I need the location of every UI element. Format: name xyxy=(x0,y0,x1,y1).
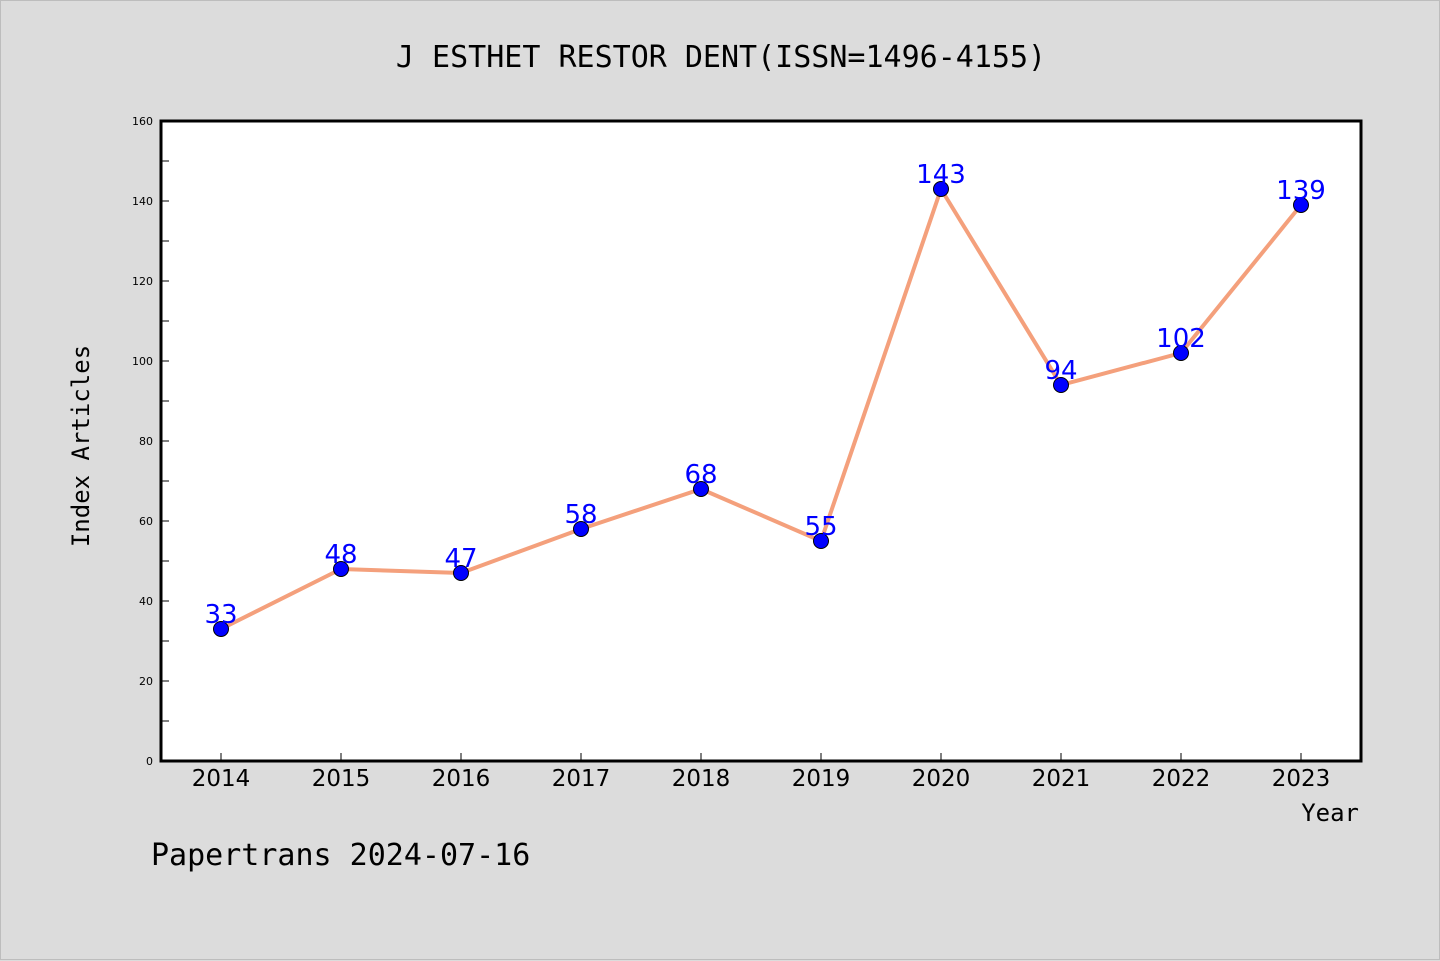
data-label: 48 xyxy=(324,540,357,570)
data-point xyxy=(333,561,349,577)
x-tick-label: 2021 xyxy=(1032,766,1091,792)
data-point xyxy=(1053,377,1069,393)
data-label: 68 xyxy=(684,460,717,490)
y-tick-label: 80 xyxy=(139,435,153,448)
y-tick-label: 100 xyxy=(132,355,153,368)
data-label: 94 xyxy=(1044,356,1077,386)
data-point xyxy=(453,565,469,581)
x-tick-label: 2016 xyxy=(432,766,491,792)
data-label: 33 xyxy=(204,600,237,630)
x-tick-label: 2022 xyxy=(1152,766,1211,792)
series-line xyxy=(220,187,1303,631)
y-axis-label: Index Articles xyxy=(67,345,95,547)
x-tick-label: 2018 xyxy=(672,766,731,792)
y-tick-label: 40 xyxy=(139,595,153,608)
data-label: 58 xyxy=(564,500,597,530)
y-tick-label: 20 xyxy=(139,675,153,688)
data-label: 102 xyxy=(1156,324,1206,354)
x-axis-label: Year xyxy=(1301,799,1359,827)
x-tick-label: 2020 xyxy=(912,766,971,792)
data-point xyxy=(1293,197,1309,213)
data-point xyxy=(693,481,709,497)
y-tick-label: 0 xyxy=(146,755,153,768)
plot-frame xyxy=(159,119,1363,763)
footer-text: Papertrans 2024-07-16 xyxy=(151,838,530,873)
data-point xyxy=(813,533,829,549)
plot-area xyxy=(161,121,1361,761)
y-tick-label: 60 xyxy=(139,515,153,528)
chart-title: J ESTHET RESTOR DENT(ISSN=1496-4155) xyxy=(396,40,1046,75)
data-point xyxy=(573,521,589,537)
series-group: 33 48 47 58 68 55 143 94 102 139 xyxy=(204,160,1326,637)
data-label: 47 xyxy=(444,544,477,574)
data-label: 139 xyxy=(1276,176,1326,206)
y-tick-label: 160 xyxy=(132,115,153,128)
y-tick-label: 120 xyxy=(132,275,153,288)
data-point xyxy=(933,181,949,197)
x-tick-label: 2019 xyxy=(792,766,851,792)
data-point xyxy=(1173,345,1189,361)
y-tick-label: 140 xyxy=(132,195,153,208)
x-axis: 2014 2015 2016 2017 2018 2019 2020 2021 2022 2023 xyxy=(192,753,1331,792)
data-label: 55 xyxy=(804,512,837,542)
x-tick-label: 2015 xyxy=(312,766,371,792)
data-label: 143 xyxy=(916,160,966,190)
data-point xyxy=(213,621,229,637)
x-tick-label: 2017 xyxy=(552,766,611,792)
x-tick-label: 2014 xyxy=(192,766,251,792)
x-tick-label: 2023 xyxy=(1272,766,1331,792)
